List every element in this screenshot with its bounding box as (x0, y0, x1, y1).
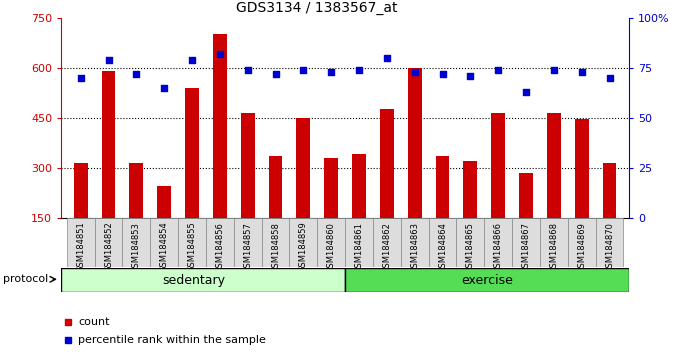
Bar (540, 218, 568, 267)
Bar (408, 68, 422, 268)
Point (465, 73, 476, 79)
Text: GSM184852: GSM184852 (104, 222, 113, 273)
Point (354, 67, 364, 73)
Bar (519, 173, 533, 268)
Text: GSM184861: GSM184861 (354, 222, 364, 273)
Text: GSM184864: GSM184864 (438, 222, 447, 273)
Text: GSM184857: GSM184857 (243, 222, 252, 273)
Text: GSM184867: GSM184867 (522, 222, 530, 273)
Bar (122, 218, 150, 267)
Point (242, 67, 253, 73)
Text: GSM184865: GSM184865 (466, 222, 475, 273)
Bar (206, 218, 234, 267)
Point (131, 71, 142, 76)
Text: sedentary: sedentary (162, 274, 225, 286)
Bar (428, 218, 456, 267)
Bar (345, 268, 629, 292)
Bar (67, 218, 95, 267)
Text: GSM184860: GSM184860 (326, 222, 336, 273)
Point (103, 57, 114, 63)
Point (437, 71, 448, 76)
Text: GSM184866: GSM184866 (494, 222, 503, 273)
Point (214, 51, 225, 57)
Text: count: count (78, 317, 109, 327)
Text: GSM184854: GSM184854 (160, 222, 169, 273)
Point (548, 67, 559, 73)
Bar (318, 218, 345, 267)
Bar (512, 218, 540, 267)
Bar (95, 218, 122, 267)
Bar (178, 218, 206, 267)
Bar (568, 218, 596, 267)
Bar (401, 218, 428, 267)
Bar (575, 119, 589, 268)
Bar (456, 218, 484, 267)
Text: GSM184856: GSM184856 (216, 222, 224, 273)
Point (521, 89, 532, 95)
Bar (213, 34, 227, 268)
Point (186, 57, 197, 63)
Bar (234, 218, 262, 267)
Text: exercise: exercise (461, 274, 513, 286)
Bar (269, 156, 282, 268)
Text: GSM184870: GSM184870 (605, 222, 614, 273)
Point (576, 69, 587, 75)
Bar (380, 109, 394, 268)
Text: GSM184851: GSM184851 (76, 222, 85, 273)
Point (493, 67, 504, 73)
Text: GSM184859: GSM184859 (299, 222, 308, 273)
Point (270, 71, 281, 76)
Point (298, 67, 309, 73)
Text: GSM184868: GSM184868 (549, 222, 558, 273)
Text: GSM184862: GSM184862 (382, 222, 392, 273)
Bar (262, 218, 290, 267)
Text: GSM184855: GSM184855 (188, 222, 197, 273)
Bar (296, 118, 310, 268)
Bar (436, 156, 449, 268)
Bar (241, 113, 254, 268)
Bar (547, 113, 561, 268)
Bar (373, 218, 401, 267)
Bar (129, 163, 143, 268)
Bar (101, 71, 116, 268)
Bar (61, 268, 345, 292)
Title: GDS3134 / 1383567_at: GDS3134 / 1383567_at (236, 1, 397, 15)
Bar (345, 218, 373, 267)
Point (326, 69, 337, 75)
Bar (150, 218, 178, 267)
Point (75, 75, 86, 80)
Bar (73, 163, 88, 268)
Bar (602, 163, 617, 268)
Bar (596, 218, 624, 267)
Text: protocol: protocol (3, 274, 49, 284)
Point (158, 85, 169, 91)
Bar (157, 186, 171, 268)
Bar (185, 88, 199, 268)
Point (604, 75, 615, 80)
Point (381, 55, 392, 61)
Point (409, 69, 420, 75)
Text: GSM184858: GSM184858 (271, 222, 280, 273)
Bar (290, 218, 318, 267)
Text: GSM184869: GSM184869 (577, 222, 586, 273)
Bar (352, 154, 366, 268)
Bar (491, 113, 505, 268)
Text: GSM184853: GSM184853 (132, 222, 141, 273)
Text: percentile rank within the sample: percentile rank within the sample (78, 335, 266, 345)
Text: GSM184863: GSM184863 (410, 222, 419, 273)
Bar (324, 158, 338, 268)
Bar (484, 218, 512, 267)
Bar (463, 161, 477, 268)
